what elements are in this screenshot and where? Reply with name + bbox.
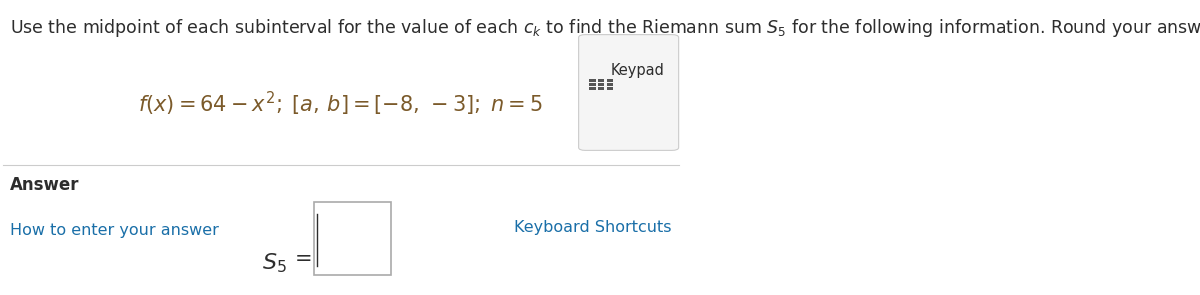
Text: Answer: Answer — [10, 176, 79, 194]
Text: How to enter your answer: How to enter your answer — [10, 223, 218, 238]
Bar — [599, 87, 605, 90]
Text: $S_5$: $S_5$ — [262, 252, 287, 275]
Bar — [589, 79, 595, 82]
Text: Keypad: Keypad — [611, 63, 665, 78]
Text: =: = — [295, 249, 312, 269]
Text: Use the midpoint of each subinterval for the value of each $c_k$ to find the Rie: Use the midpoint of each subinterval for… — [10, 17, 1200, 39]
Bar — [599, 83, 605, 86]
FancyBboxPatch shape — [578, 35, 679, 150]
Bar — [589, 87, 595, 90]
Text: Keyboard Shortcuts: Keyboard Shortcuts — [515, 220, 672, 235]
Bar — [607, 79, 613, 82]
Bar — [589, 83, 595, 86]
Text: $f(x) = 64 - x^2;\; [a,\, b] = [-8,\, -3];\; n = 5$: $f(x) = 64 - x^2;\; [a,\, b] = [-8,\, -3… — [138, 90, 544, 118]
Bar — [607, 83, 613, 86]
Bar — [599, 79, 605, 82]
Bar — [607, 87, 613, 90]
Bar — [313, 202, 391, 275]
